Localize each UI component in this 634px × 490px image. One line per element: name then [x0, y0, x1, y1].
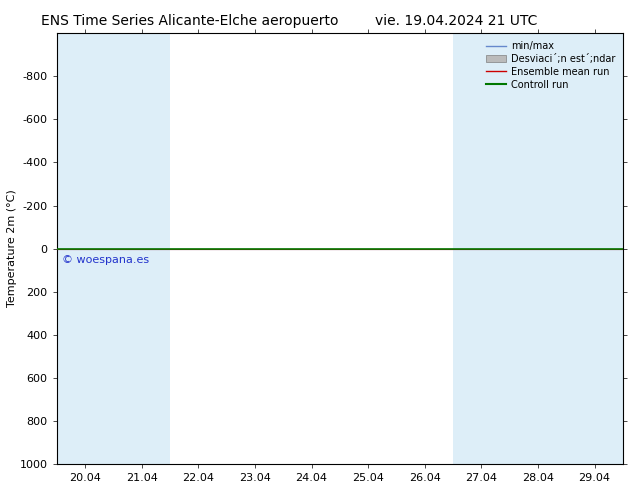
Y-axis label: Temperature 2m (°C): Temperature 2m (°C) — [7, 190, 17, 307]
Bar — [510, 33, 566, 464]
Text: ENS Time Series Alicante-Elche aeropuerto: ENS Time Series Alicante-Elche aeropuert… — [41, 14, 339, 28]
Legend: min/max, Desviaci´;n est´;ndar, Ensemble mean run, Controll run: min/max, Desviaci´;n est´;ndar, Ensemble… — [484, 38, 618, 93]
Bar — [57, 33, 113, 464]
Text: © woespana.es: © woespana.es — [62, 255, 150, 265]
Text: vie. 19.04.2024 21 UTC: vie. 19.04.2024 21 UTC — [375, 14, 538, 28]
Bar — [113, 33, 170, 464]
Bar — [453, 33, 510, 464]
Bar — [566, 33, 623, 464]
